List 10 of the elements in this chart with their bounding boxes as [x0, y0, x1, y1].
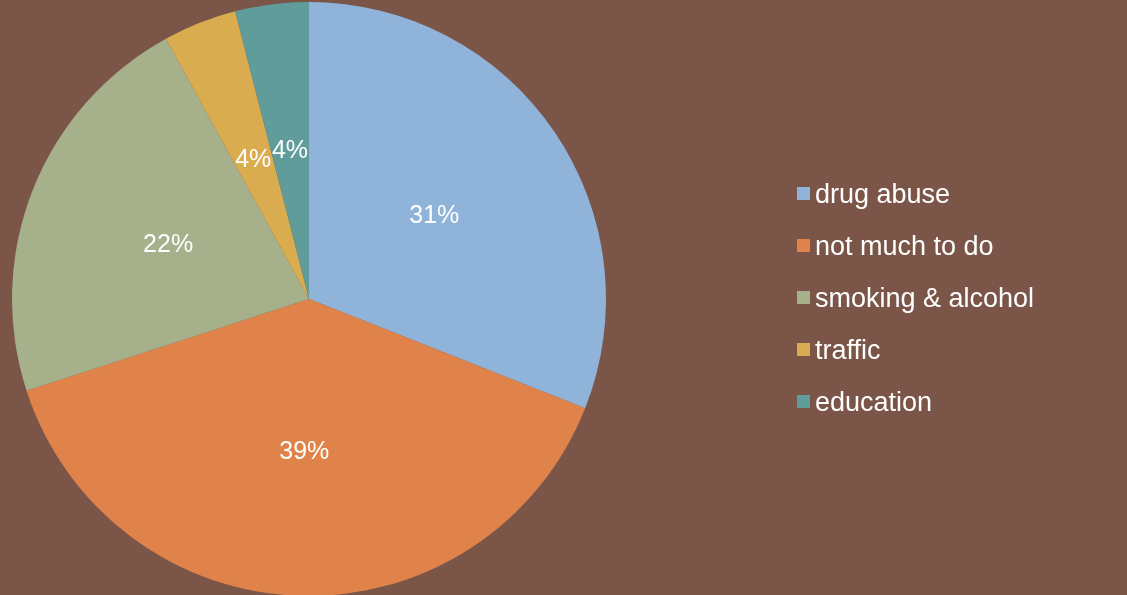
legend-label: traffic: [815, 334, 881, 365]
legend-label: smoking & alcohol: [815, 282, 1035, 313]
data-label: 31%: [409, 199, 460, 228]
legend-label: drug abuse: [815, 178, 951, 209]
data-label: 39%: [279, 436, 330, 465]
data-label: 4%: [235, 144, 272, 173]
data-label: 22%: [143, 229, 194, 258]
legend-label: not much to do: [815, 230, 994, 261]
legend-label: education: [815, 386, 933, 417]
data-label: 4%: [271, 134, 309, 163]
